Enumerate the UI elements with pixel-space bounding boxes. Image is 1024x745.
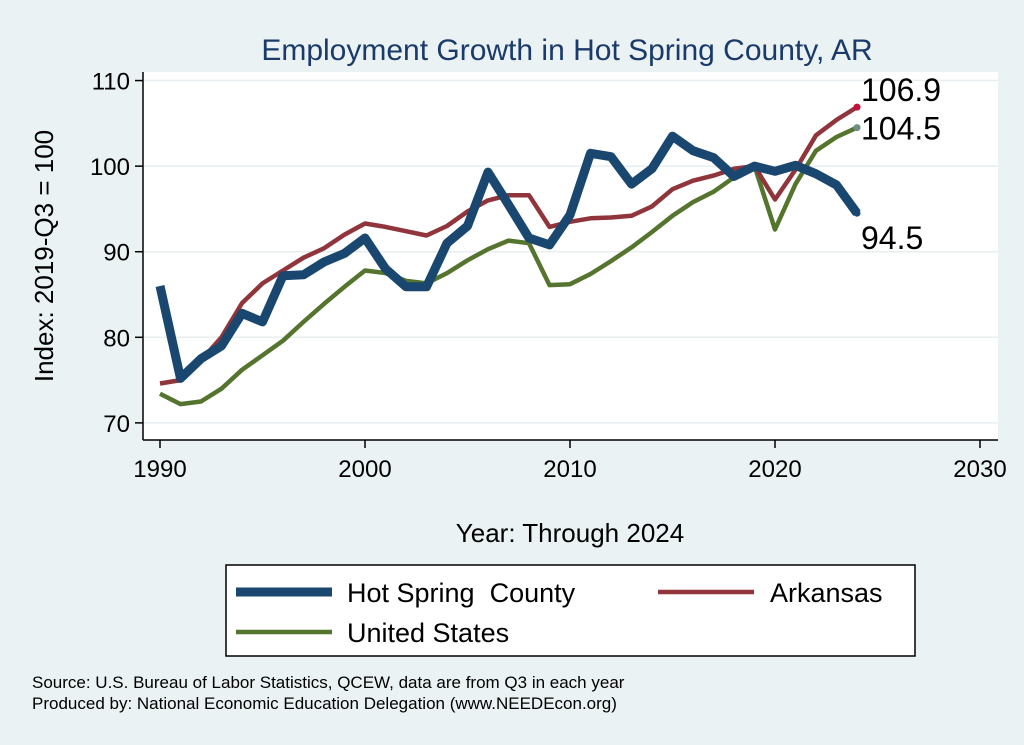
series-line-2	[159, 105, 859, 386]
x-tick-label: 2030	[953, 456, 1006, 483]
source-note: Source: U.S. Bureau of Labor Statistics,…	[32, 672, 624, 714]
end-marker-3	[853, 124, 861, 132]
y-tick-label: 90	[103, 240, 130, 267]
x-tick-label: 1990	[133, 456, 186, 483]
legend-label-2: Arkansas	[770, 578, 883, 608]
end-label-1: 94.5	[861, 220, 923, 256]
plot-area	[143, 72, 998, 440]
source-text: Source: U.S. Bureau of Labor Statistics,…	[32, 673, 625, 692]
y-axis-title: Index: 2019-Q3 = 100	[29, 130, 59, 382]
x-tick-label: 2010	[543, 456, 596, 483]
series-line-1	[155, 131, 861, 383]
y-tick-label: 110	[92, 69, 130, 96]
end-label-2: 106.9	[861, 72, 941, 108]
legend: Hot Spring County Arkansas United States	[225, 564, 916, 657]
chart-title: Employment Growth in Hot Spring County, …	[261, 34, 872, 67]
y-tick-label: 70	[103, 411, 130, 438]
legend-label-1: Hot Spring County	[347, 578, 576, 608]
end-marker-2	[853, 103, 861, 111]
x-tick-label: 2020	[748, 456, 801, 483]
x-axis-title: Year: Through 2024	[456, 518, 684, 548]
legend-label-3: United States	[347, 618, 509, 648]
legend-box	[225, 564, 916, 657]
y-tick-label: 100	[90, 154, 130, 181]
end-label-3: 104.5	[861, 111, 941, 147]
y-tick-label: 80	[103, 325, 130, 352]
end-marker-1	[853, 209, 861, 217]
producer-text: Produced by: National Economic Education…	[32, 694, 617, 713]
x-tick-label: 2000	[338, 456, 391, 483]
